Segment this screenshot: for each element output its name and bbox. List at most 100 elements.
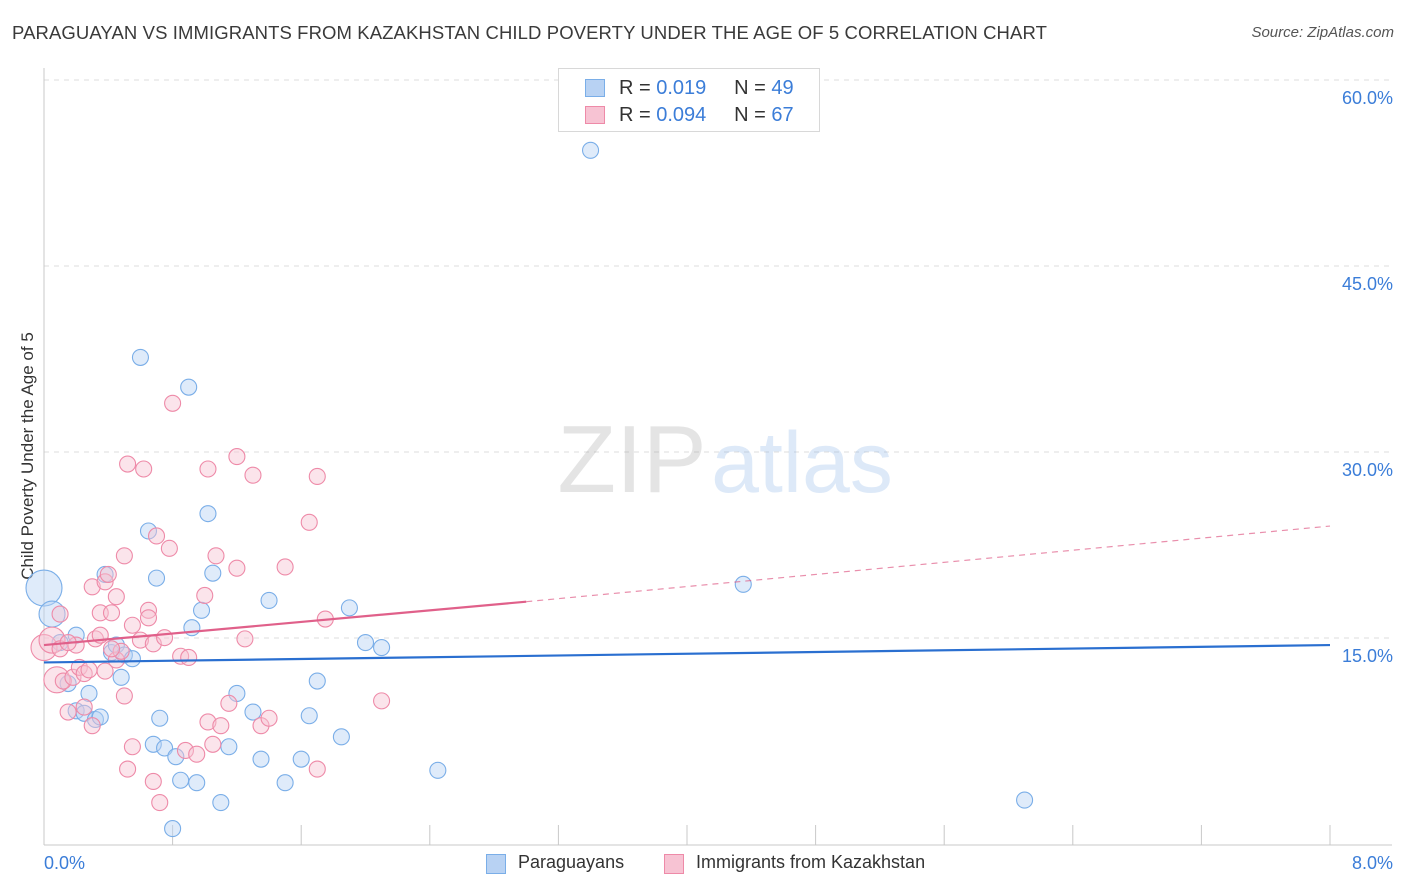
kazakhstan-point-46 — [199, 713, 217, 731]
kazakhstan-point-53 — [236, 630, 254, 648]
paraguayans-point-45 — [429, 761, 447, 779]
kazakhstan-point-12 — [83, 578, 101, 596]
legend-r-value: 0.094 — [656, 104, 707, 126]
chart-title: PARAGUAYAN VS IMMIGRANTS FROM KAZAKHSTAN… — [12, 22, 1047, 43]
kazakhstan-point-22 — [112, 642, 130, 660]
legend-r-label: R = — [619, 77, 651, 99]
paraguayans-point-34 — [244, 703, 262, 721]
gridlines — [44, 79, 1392, 639]
paraguayans-point-43 — [356, 634, 375, 652]
bottom-legend-swatch-kazakhstan — [664, 854, 684, 874]
kazakhstan-point-18 — [99, 565, 117, 583]
paraguayans-point-37 — [276, 774, 294, 792]
kazakhstan-point-38 — [160, 539, 178, 557]
kazakhstan-point-24 — [115, 687, 133, 705]
kazakhstan-point-21 — [107, 588, 125, 606]
paraguayans-point-47 — [734, 575, 752, 593]
kazakhstan-point-51 — [228, 559, 246, 577]
kazakhstan-point-66 — [102, 640, 121, 658]
paraguayans-point-0 — [25, 569, 63, 607]
kazakhstan-point-25 — [119, 760, 137, 778]
kazakhstan-point-5 — [59, 703, 77, 721]
kazakhstan-point-52 — [228, 448, 246, 466]
kazakhstan-point-32 — [139, 609, 158, 627]
kazakhstan-point-1 — [38, 626, 66, 654]
legend-swatch-paraguayans — [585, 79, 605, 97]
kazakhstan-point-59 — [308, 467, 326, 485]
legend-n-value: 67 — [771, 104, 794, 126]
x-tick-label-1: 8.0% — [1352, 853, 1393, 873]
kazakhstan-point-30 — [135, 460, 153, 478]
kazakhstan-trend-line — [43, 600, 527, 647]
kazakhstan-point-0 — [30, 634, 58, 662]
legend-r-label: R = — [619, 104, 651, 126]
paraguayans-point-31 — [212, 794, 230, 812]
kazakhstan-point-58 — [300, 513, 318, 531]
paraguayans-trend-line — [43, 643, 1331, 664]
paraguayans-point-17 — [139, 522, 158, 540]
kazakhstan-point-20 — [107, 651, 125, 669]
kazakhstan-point-60 — [308, 760, 326, 778]
kazakhstan-point-45 — [199, 460, 217, 478]
kazakhstan-point-11 — [83, 717, 101, 735]
kazakhstan-point-57 — [276, 558, 294, 576]
paraguayans-point-20 — [151, 709, 169, 727]
legend-swatch-kazakhstan — [585, 106, 605, 124]
kazakhstan-point-6 — [64, 668, 82, 686]
bottom-legend-label-paraguayans: Paraguayans — [518, 852, 625, 872]
legend-r-value: 0.019 — [656, 77, 707, 99]
kazakhstan-point-37 — [156, 629, 174, 647]
bottom-legend-label-kazakhstan: Immigrants from Kazakhstan — [696, 852, 926, 872]
paraguayans-point-24 — [172, 771, 190, 789]
paraguayans-point-39 — [300, 707, 318, 725]
kazakhstan-point-43 — [188, 745, 206, 763]
paraguayans-point-29 — [199, 505, 217, 523]
kazakhstan-point-44 — [196, 586, 214, 605]
y-tick-label-3: 60.0% — [1342, 88, 1393, 108]
kazakhstan-point-50 — [220, 694, 238, 712]
kazakhstan-point-36 — [151, 794, 169, 812]
paraguayans-point-35 — [252, 750, 270, 768]
paraguayans-point-32 — [220, 738, 238, 756]
watermark-zip: ZIP — [557, 406, 706, 513]
tick-labels: 15.0% 30.0% 45.0% 60.0% 0.0% 8.0% — [44, 88, 1393, 873]
kazakhstan-point-47 — [204, 735, 222, 753]
kazakhstan-point-41 — [176, 741, 195, 760]
kazakhstan-trend-extension — [526, 525, 1331, 603]
paraguayans-point-36 — [260, 591, 278, 609]
watermark-atlas: atlas — [711, 415, 893, 511]
paraguayans-point-22 — [164, 820, 182, 838]
paraguayans-point-38 — [292, 750, 310, 768]
kazakhstan-point-26 — [119, 455, 137, 473]
axes — [43, 68, 1392, 846]
kazakhstan-point-27 — [123, 616, 141, 634]
x-tick-label-0: 0.0% — [44, 853, 85, 873]
kazakhstan-point-19 — [102, 604, 121, 622]
source-label: Source: ZipAtlas.com — [1251, 24, 1394, 41]
kazakhstan-point-3 — [54, 672, 72, 690]
kazakhstan-point-9 — [75, 698, 93, 716]
kazakhstan-point-23 — [115, 547, 133, 565]
paraguayans-point-25 — [180, 378, 198, 396]
kazakhstan-point-65 — [80, 661, 98, 679]
paraguayans-point-13 — [112, 668, 130, 686]
paraguayans-point-21 — [156, 739, 174, 757]
paraguayans-point-19 — [147, 569, 166, 587]
paraguayans-point-16 — [131, 348, 149, 366]
kazakhstan-point-64 — [51, 605, 69, 623]
kazakhstan-point-28 — [123, 738, 141, 756]
paraguayans-point-42 — [340, 599, 358, 617]
kazakhstan-point-31 — [139, 601, 158, 619]
y-tick-label-1: 30.0% — [1342, 460, 1393, 480]
kazakhstan-point-56 — [260, 709, 278, 727]
kazakhstan-point-54 — [244, 466, 262, 484]
kazakhstan-point-39 — [164, 394, 182, 412]
paraguayans-point-40 — [308, 672, 326, 690]
legend-n-label: N = — [734, 77, 766, 99]
kazakhstan-point-35 — [147, 527, 166, 545]
paraguayans-point-18 — [144, 735, 162, 753]
paraguayans-point-23 — [167, 748, 185, 766]
y-tick-label-0: 15.0% — [1342, 646, 1393, 666]
watermark: ZIP atlas — [557, 406, 893, 513]
